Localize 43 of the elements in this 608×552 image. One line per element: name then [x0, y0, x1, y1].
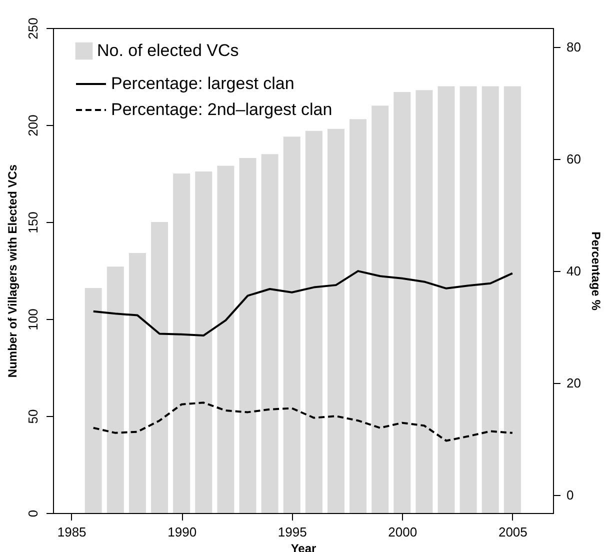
y-tick-label: 200 — [26, 114, 40, 136]
x-tick-label: 2005 — [498, 524, 528, 540]
x-tick-label: 2000 — [388, 524, 418, 540]
x-tick-label: 1985 — [57, 524, 86, 540]
bar — [327, 128, 344, 513]
y-tick-label: 150 — [26, 212, 40, 234]
y2-tick-label: 60 — [566, 152, 581, 167]
line-series — [92, 402, 514, 442]
y2-tick-label: 40 — [566, 264, 581, 279]
bar — [106, 266, 124, 513]
y2-tick-label: 80 — [566, 40, 581, 55]
bar — [173, 174, 190, 513]
bar — [283, 136, 300, 513]
bar — [438, 86, 455, 513]
bar — [261, 154, 278, 513]
legend-label: No. of elected VCs — [97, 41, 239, 60]
bar — [151, 222, 168, 513]
y-axis-title: Number of Villagers with Elected VCs — [6, 164, 20, 378]
bar — [394, 92, 411, 513]
bar — [128, 253, 146, 513]
y2-tick-label: 20 — [566, 376, 581, 391]
bar — [460, 86, 477, 513]
line-series — [92, 270, 514, 336]
bar — [504, 86, 521, 513]
y-tick-label: 0 — [26, 510, 40, 518]
bar — [84, 288, 102, 513]
y-tick-label: 50 — [26, 409, 40, 424]
y-tick-label: 250 — [26, 18, 40, 40]
legend-label: Percentage: largest clan — [111, 74, 294, 93]
bar — [372, 106, 389, 513]
y-tick-label: 100 — [26, 308, 40, 330]
bar — [195, 172, 212, 513]
bar — [217, 166, 234, 513]
bar — [305, 130, 322, 513]
x-tick-label: 1990 — [168, 524, 197, 540]
bar — [350, 119, 367, 513]
bar — [416, 90, 433, 513]
bar — [482, 86, 499, 513]
y2-tick-label: 0 — [566, 488, 574, 503]
legend-label: Percentage: 2nd–largest clan — [111, 100, 332, 119]
bar — [239, 158, 256, 513]
y2-axis-title: Percentage % — [588, 232, 603, 311]
x-tick-label: 1995 — [278, 524, 307, 540]
